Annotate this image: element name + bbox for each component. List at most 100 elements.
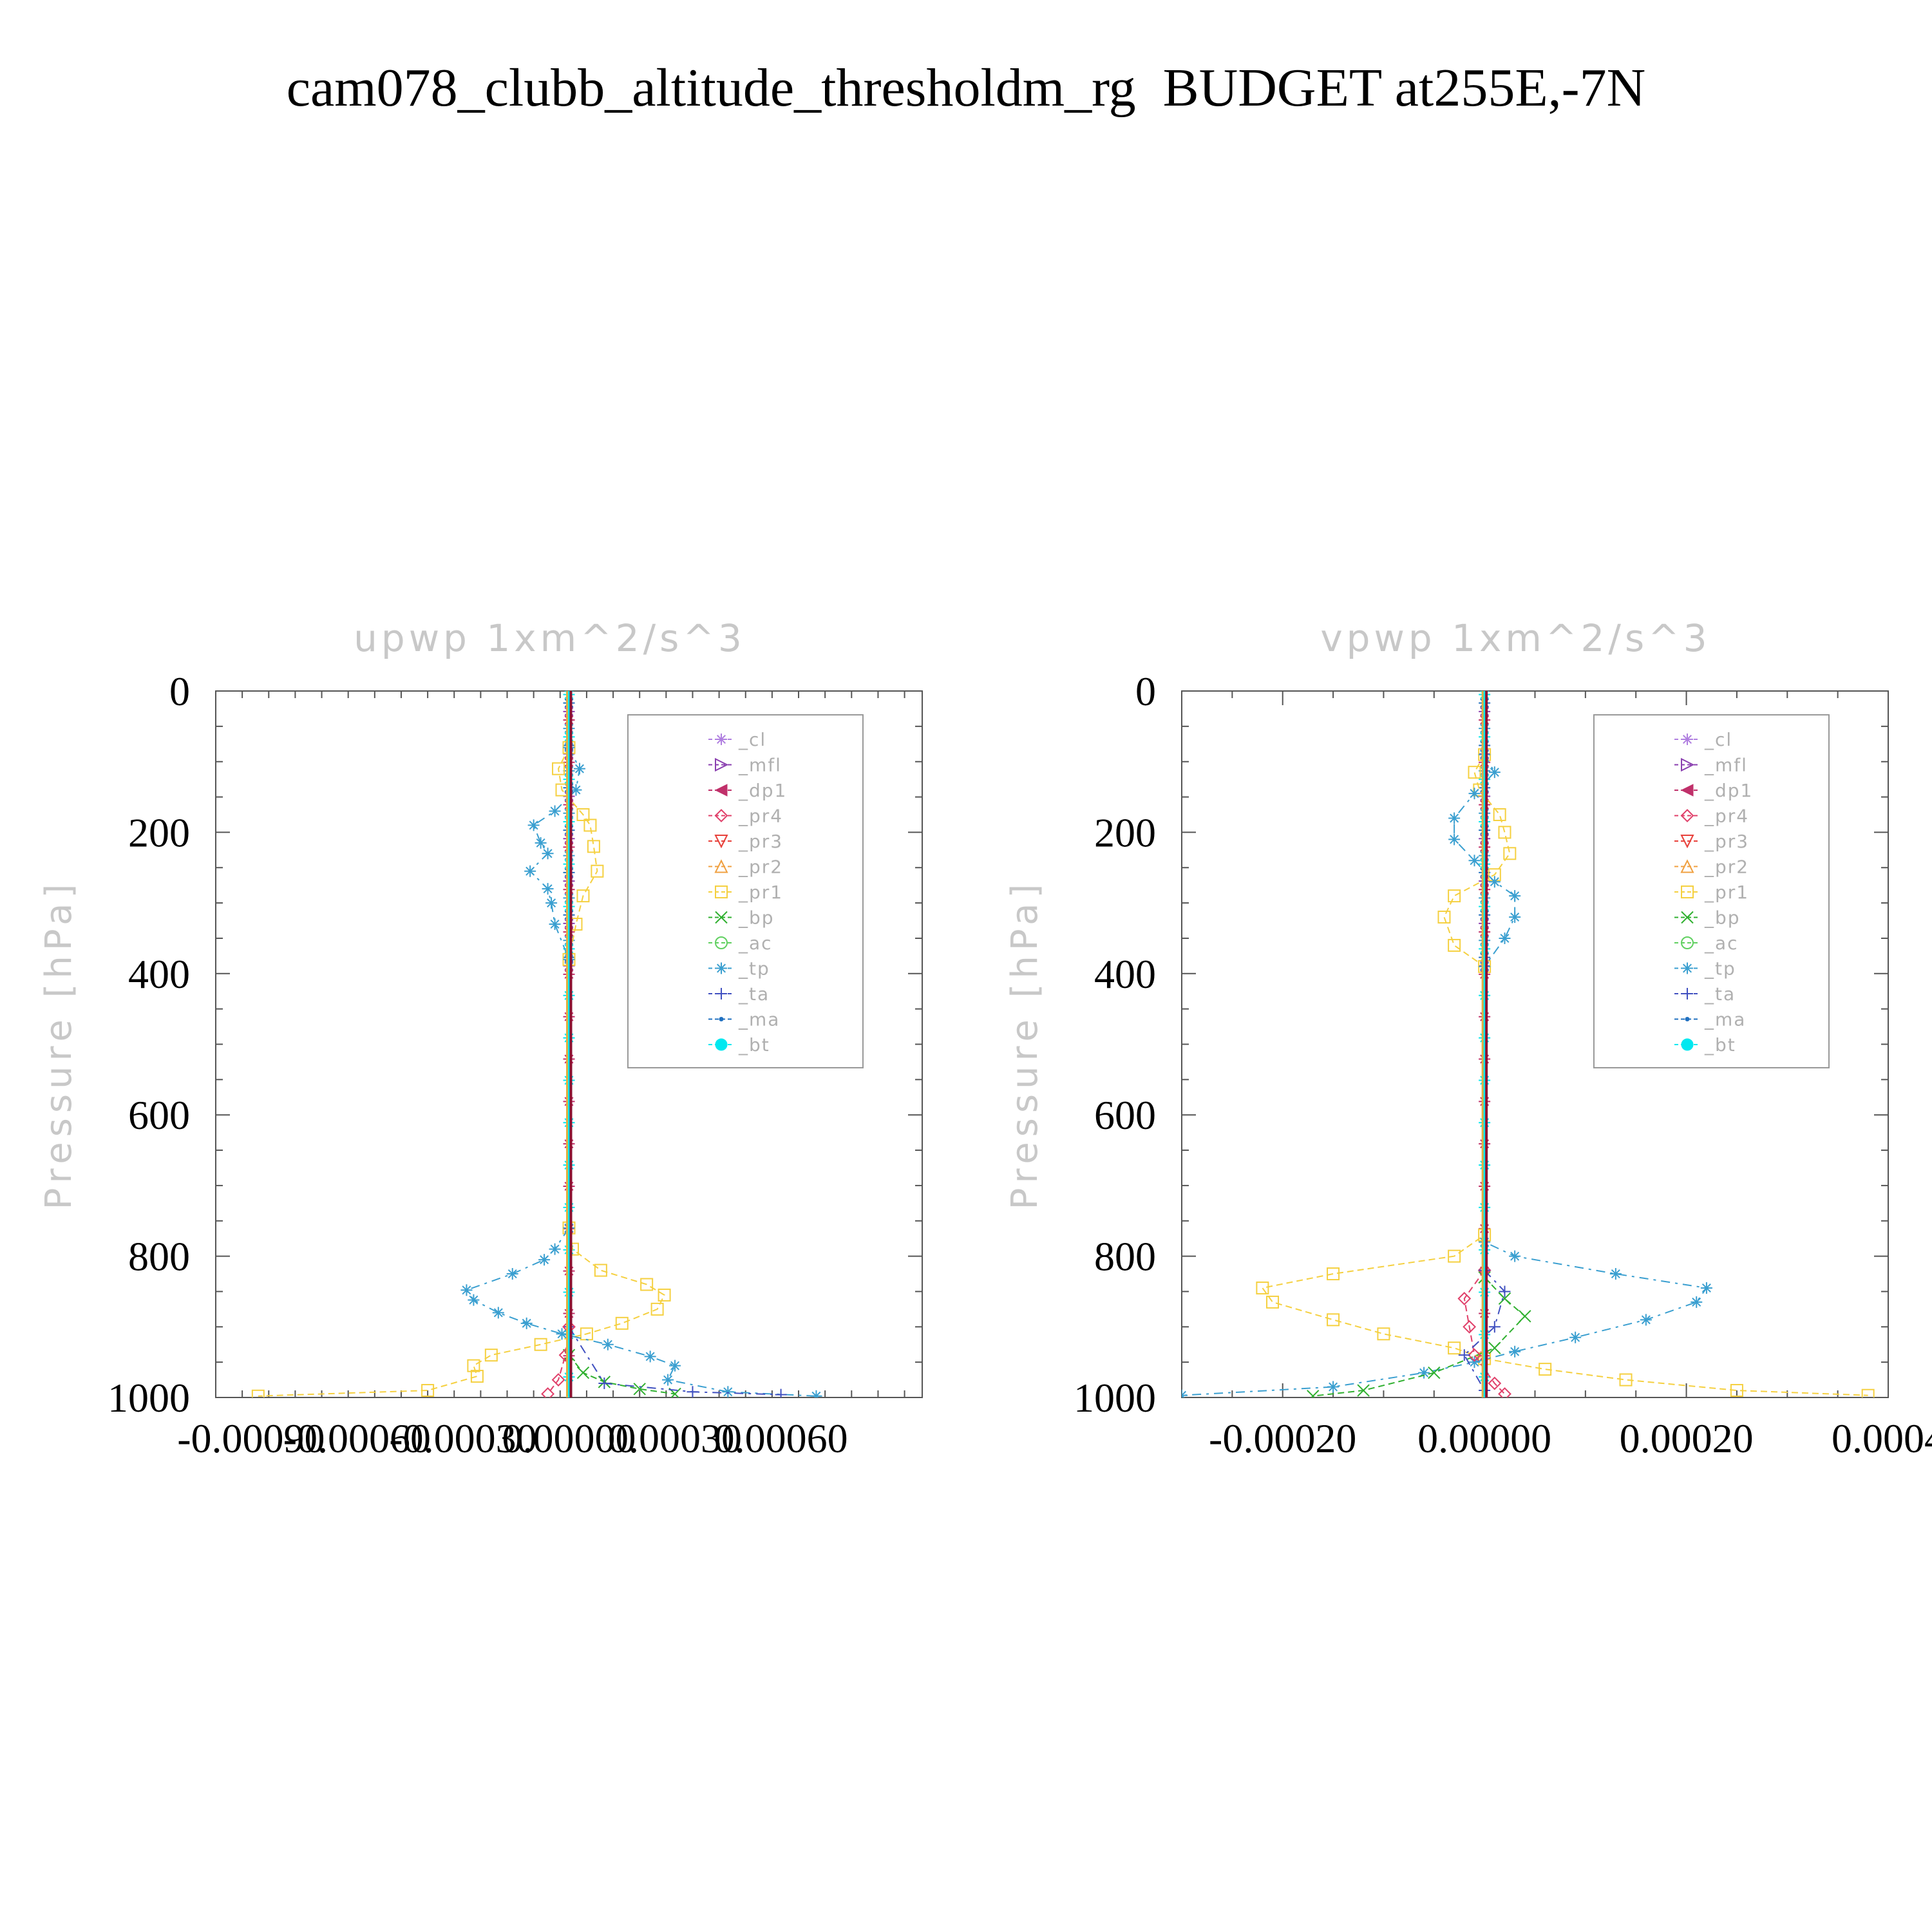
data-point-pr4 (541, 1387, 555, 1397)
data-point-tp (492, 1307, 504, 1319)
data-point-pr1 (576, 889, 590, 903)
data-point-tp (1509, 1345, 1521, 1358)
data-point-pr1 (1468, 766, 1481, 779)
y-tick-label: 800 (1094, 1234, 1156, 1280)
series-layer (251, 691, 822, 1397)
series-line-pr1 (258, 747, 665, 1397)
legend-marker (1680, 809, 1694, 822)
data-point-pr1 (1448, 938, 1461, 952)
data-point-tp (601, 1338, 614, 1350)
data-point-pr1 (421, 1384, 435, 1397)
data-point-pr1 (1619, 1373, 1633, 1387)
legend-label: _pr2 (1704, 857, 1749, 878)
data-point-pr1 (1493, 808, 1506, 821)
data-point-tp (527, 819, 540, 831)
legend: _cl _mfl _dp1 _pr4 _pr3 _pr2 _pr1 _bp _ac _tp _ta _… (1593, 714, 1830, 1068)
legend-marker (1680, 859, 1694, 873)
data-point-tp (644, 1350, 656, 1363)
y-tick-label: 800 (128, 1234, 190, 1280)
data-point-pr1 (534, 1338, 547, 1351)
legend-label: _mfl (738, 755, 782, 776)
legend-marker (715, 962, 727, 974)
data-point-tp (1488, 876, 1501, 888)
data-point-pr4 (1498, 1387, 1511, 1397)
data-point-tp (556, 1328, 568, 1340)
x-tick-label: -0.00030 (389, 1416, 536, 1461)
y-tick-label: 600 (1094, 1092, 1156, 1138)
legend: _cl _mfl _dp1 _pr4 _pr3 _pr2 _pr1 _bp _ac _tp _ta _… (627, 714, 864, 1068)
y-tick-label: 600 (128, 1092, 190, 1138)
data-point-bp (576, 1366, 590, 1379)
data-point-bp (1428, 1366, 1441, 1379)
legend-marker (715, 886, 728, 898)
data-point-tp (722, 1386, 734, 1397)
legend-label: _bp (738, 907, 775, 929)
data-point-tp (549, 805, 561, 817)
legend-marker (1681, 962, 1693, 974)
data-point-bp (1488, 1341, 1501, 1354)
data-point-tp (1448, 833, 1461, 846)
x-tick-label: 0.0004 (1832, 1416, 1932, 1461)
data-point-tp (1327, 1381, 1340, 1393)
legend-marker (1681, 1038, 1694, 1051)
legend-marker (1681, 886, 1694, 898)
data-point-pr1 (591, 864, 604, 878)
legend-marker (715, 734, 727, 745)
legend-marker (1685, 1017, 1690, 1021)
data-point-pr1 (1498, 826, 1511, 839)
y-tick-label: 0 (169, 668, 190, 714)
data-point-tp (542, 883, 554, 895)
y-tick-label: 1000 (1074, 1375, 1156, 1421)
data-point-tp (506, 1268, 518, 1280)
y-tick-label: 400 (1094, 951, 1156, 997)
data-point-tp (573, 762, 585, 775)
legend-box (627, 714, 864, 1068)
data-point-tp (538, 1254, 551, 1266)
x-tick-label: -0.00090 (177, 1416, 325, 1461)
panel-title: upwp 1xm^2/s^3 (354, 616, 746, 660)
legend-label: _cl (738, 729, 766, 750)
data-point-tp (542, 848, 554, 860)
data-point-pr4 (1468, 1348, 1481, 1362)
data-point-tp (1509, 1250, 1521, 1262)
data-point-bp (1519, 1310, 1531, 1323)
legend-label: _ta (1704, 983, 1736, 1005)
data-point-tp (545, 897, 558, 909)
legend-marker (715, 936, 728, 949)
y-tick-label: 200 (128, 810, 190, 855)
legend-label: _pr2 (738, 857, 783, 878)
data-point-bp (1498, 1292, 1511, 1305)
data-point-tp (1182, 1389, 1188, 1397)
legend-marker (715, 911, 728, 924)
legend-label: _ma (1704, 1009, 1746, 1030)
data-point-pr1 (658, 1288, 671, 1302)
data-point-pr1 (552, 762, 565, 775)
legend-marker (1681, 757, 1695, 772)
legend-marker (714, 859, 728, 873)
data-point-pr1 (1377, 1327, 1390, 1341)
data-point-tp (1690, 1296, 1703, 1308)
data-point-ta (687, 1386, 699, 1397)
y-tick-label: 0 (1135, 668, 1156, 714)
data-point-tp (810, 1390, 822, 1397)
data-point-pr1 (1327, 1313, 1340, 1327)
data-point-pr1 (467, 1359, 480, 1372)
legend-label: _pr3 (1704, 831, 1749, 852)
data-point-tp (468, 1294, 480, 1306)
data-point-pr1 (1266, 1295, 1280, 1309)
data-point-tp (520, 1317, 533, 1329)
data-point-tp (1700, 1282, 1712, 1294)
legend-label: _tp (738, 958, 770, 980)
legend-marker (715, 757, 729, 772)
data-point-tp (1569, 1331, 1582, 1343)
legend-label: _dp1 (738, 780, 787, 801)
data-point-tp (1468, 788, 1481, 800)
data-point-tp (1468, 1356, 1481, 1368)
data-point-pr1 (650, 1302, 664, 1316)
x-tick-label: -0.00060 (283, 1416, 431, 1461)
legend-label: _ma (738, 1009, 780, 1030)
data-point-bp (1307, 1390, 1320, 1397)
x-tick-label: 0.00030 (608, 1416, 742, 1461)
series-line-ta (568, 1326, 781, 1396)
legend-marker (719, 1017, 724, 1021)
